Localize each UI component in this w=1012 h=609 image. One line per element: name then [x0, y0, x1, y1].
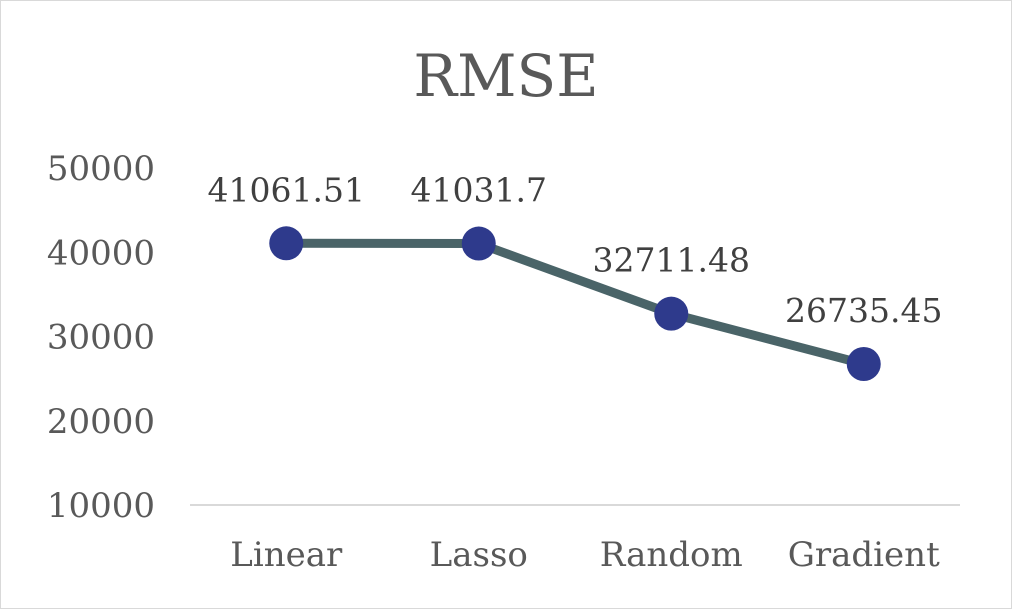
x-category-label-gradient: Gradient — [788, 535, 940, 575]
data-label-gradient: 26735.45 — [785, 291, 942, 330]
y-tick-label-10000: 10000 — [47, 486, 155, 526]
data-point-linear — [269, 226, 304, 261]
data-point-random — [654, 296, 689, 331]
x-axis-category-labels: Linear Lasso Random Gradient — [230, 535, 940, 575]
y-tick-label-40000: 40000 — [47, 233, 155, 273]
y-axis-tick-labels: 50000 40000 30000 20000 10000 — [47, 149, 155, 526]
y-tick-label-30000: 30000 — [47, 318, 155, 358]
data-label-lasso: 41031.7 — [411, 171, 547, 210]
data-labels-group: 41061.51 41031.7 32711.48 26735.45 — [208, 170, 943, 330]
data-label-random: 32711.48 — [593, 241, 750, 280]
y-tick-label-50000: 50000 — [47, 149, 155, 189]
data-point-gradient — [846, 347, 881, 382]
x-category-label-random: Random — [600, 535, 743, 575]
data-point-lasso — [461, 226, 496, 261]
y-tick-label-20000: 20000 — [47, 402, 155, 442]
data-label-linear: 41061.51 — [208, 170, 365, 209]
series-group — [269, 226, 881, 382]
x-category-label-linear: Linear — [230, 535, 343, 575]
chart-title: RMSE — [413, 42, 598, 110]
series-line — [281, 238, 869, 369]
x-category-label-lasso: Lasso — [430, 535, 528, 575]
